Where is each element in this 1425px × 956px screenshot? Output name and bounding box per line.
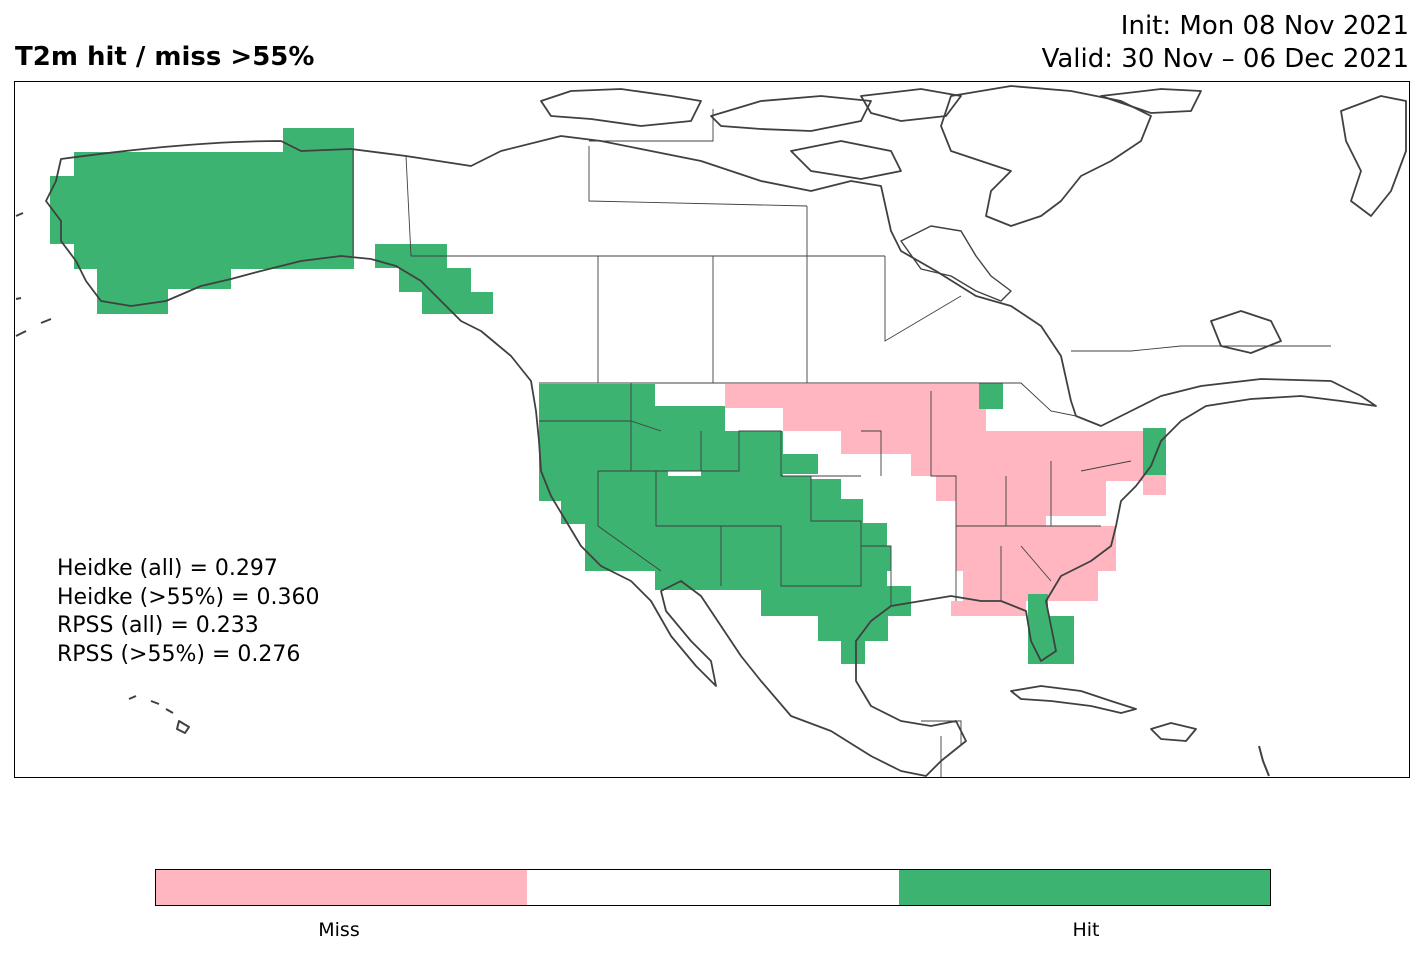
hit-cell <box>761 586 911 616</box>
heidke-55: Heidke (>55%) = 0.360 <box>57 584 320 610</box>
miss-cell <box>956 526 1116 571</box>
hit-cell <box>668 476 811 523</box>
hit-cell <box>783 454 818 474</box>
map-canvas <box>15 85 1407 777</box>
hit-cell <box>887 546 891 571</box>
miss-cell <box>1143 475 1166 495</box>
hit-cell <box>811 479 841 499</box>
miss-cell <box>1046 476 1106 516</box>
hit-cell <box>1143 428 1166 475</box>
hit-cell <box>655 523 887 590</box>
hit-cell <box>283 128 354 152</box>
colorbar-label-miss: Miss <box>318 919 360 941</box>
hit-cell <box>121 269 231 289</box>
rpss-55: RPSS (>55%) = 0.276 <box>57 641 301 667</box>
colorbar-neutral-segment <box>527 870 899 905</box>
miss-cell <box>956 476 1046 526</box>
hit-cell <box>701 431 783 476</box>
skill-scores: Heidke (all) = 0.297 Heidke (>55%) = 0.3… <box>57 555 320 669</box>
hit-cell <box>561 471 668 524</box>
hit-cell <box>399 268 471 292</box>
forecast-cells <box>50 128 1166 664</box>
colorbar <box>155 869 1271 906</box>
hit-cell <box>655 406 725 431</box>
valid-range: Valid: 30 Nov – 06 Dec 2021 <box>1041 44 1409 74</box>
chart-title: T2m hit / miss >55% <box>15 42 315 72</box>
coastlines <box>15 85 1407 777</box>
hit-cell <box>422 292 493 314</box>
miss-cell <box>725 384 979 408</box>
colorbar-label-hit: Hit <box>1072 919 1100 941</box>
miss-cell <box>911 431 1027 476</box>
hit-cell <box>811 499 863 524</box>
init-date: Init: Mon 08 Nov 2021 <box>1120 11 1409 41</box>
hit-cell <box>1048 616 1074 664</box>
miss-cell <box>951 601 1026 616</box>
colorbar-miss-segment <box>156 870 528 905</box>
hit-cell <box>585 524 655 571</box>
hit-cell <box>841 641 865 664</box>
hit-cell <box>979 383 1003 409</box>
heidke-all: Heidke (all) = 0.297 <box>57 556 278 581</box>
hit-cell <box>818 616 888 641</box>
map-panel <box>14 81 1410 778</box>
hit-cell <box>50 176 74 244</box>
rpss-all: RPSS (all) = 0.233 <box>57 613 259 638</box>
forecast-meta: Init: Mon 08 Nov 2021 Valid: 30 Nov – 06… <box>1042 10 1409 76</box>
colorbar-hit-segment <box>898 870 1270 905</box>
hit-cell <box>539 431 701 471</box>
hit-cell <box>74 152 354 269</box>
miss-cell <box>1027 431 1143 481</box>
